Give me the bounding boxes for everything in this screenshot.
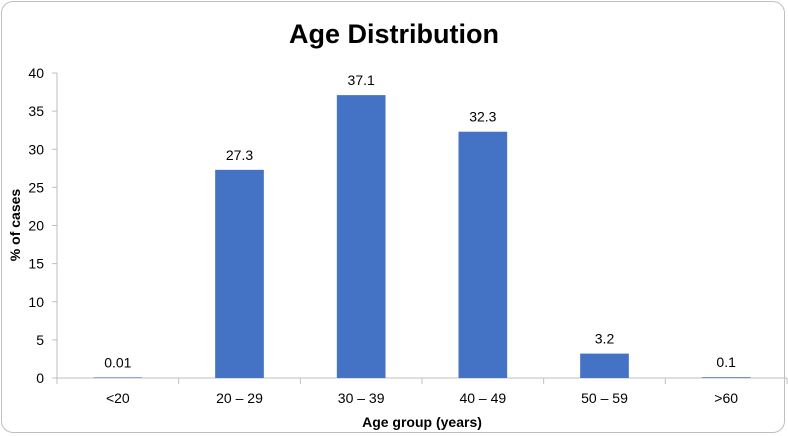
x-tick-label: 30 – 39 (338, 390, 385, 406)
data-label: 0.1 (716, 354, 736, 370)
y-tick-label: 0 (36, 370, 44, 386)
y-tick-label: 5 (36, 332, 44, 348)
x-axis-ticks: <20 20 – 29 30 – 39 40 – 49 50 – 59 >60 (56, 378, 788, 406)
x-tick-label: <20 (106, 390, 130, 406)
bar (701, 377, 751, 378)
data-label: 27.3 (226, 147, 253, 163)
chart-title: Age Distribution (289, 19, 499, 49)
data-labels: 0.01 27.3 37.1 32.3 3.2 0.1 (104, 72, 736, 370)
y-tick-label: 15 (28, 256, 44, 272)
y-tick-label: 20 (28, 218, 44, 234)
axes (56, 73, 787, 379)
data-label: 37.1 (348, 72, 375, 88)
data-label: 32.3 (469, 109, 496, 125)
y-tick-label: 35 (28, 103, 44, 119)
x-tick-label: >60 (714, 390, 738, 406)
y-tick-label: 30 (28, 141, 44, 157)
x-axis-title: Age group (years) (362, 414, 482, 430)
data-label: 3.2 (595, 331, 615, 347)
x-tick-label: 40 – 49 (459, 390, 506, 406)
y-tick-label: 10 (28, 294, 44, 310)
bar (93, 377, 143, 378)
x-tick-label: 20 – 29 (216, 390, 263, 406)
bar (580, 353, 629, 378)
y-axis-title: % of cases (7, 189, 23, 262)
bars (93, 95, 751, 379)
bar (458, 131, 508, 378)
x-tick-label: 50 – 59 (581, 390, 628, 406)
bar (336, 95, 386, 379)
data-label: 0.01 (104, 354, 131, 370)
y-tick-label: 40 (28, 65, 44, 81)
y-axis-ticks: 0 5 10 15 20 25 30 35 40 (28, 65, 57, 386)
bar (215, 169, 264, 378)
y-tick-label: 25 (28, 179, 44, 195)
